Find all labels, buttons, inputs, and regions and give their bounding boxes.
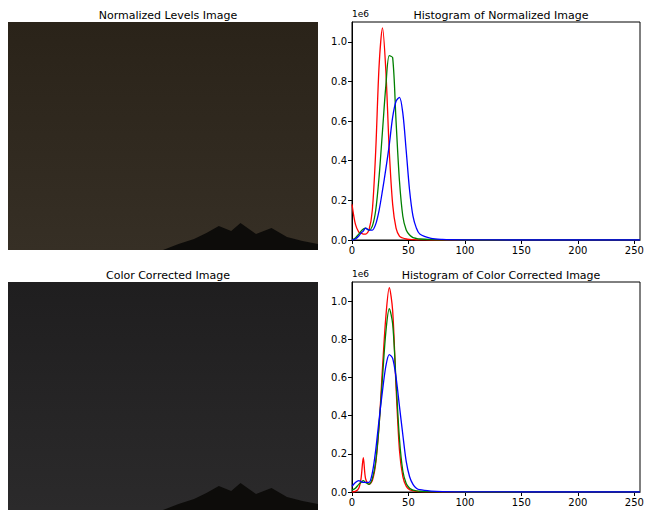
svg-text:Histogram of Color Corrected I: Histogram of Color Corrected Image — [402, 269, 601, 282]
svg-text:0.0: 0.0 — [331, 487, 347, 498]
svg-text:50: 50 — [402, 245, 415, 256]
svg-text:150: 150 — [512, 245, 531, 256]
svg-text:200: 200 — [568, 245, 587, 256]
svg-text:250: 250 — [625, 497, 644, 508]
svg-text:0.8: 0.8 — [331, 334, 347, 345]
svg-text:0: 0 — [349, 497, 355, 508]
svg-text:Histogram of Normalized Image: Histogram of Normalized Image — [414, 9, 589, 22]
svg-text:0.0: 0.0 — [331, 235, 347, 246]
svg-text:0.4: 0.4 — [331, 410, 347, 421]
svg-text:0.6: 0.6 — [331, 372, 347, 383]
svg-text:250: 250 — [625, 245, 644, 256]
svg-text:0.8: 0.8 — [331, 76, 347, 87]
svg-text:Normalized Levels Image: Normalized Levels Image — [99, 9, 238, 22]
svg-text:1e6: 1e6 — [352, 9, 369, 19]
svg-text:0.6: 0.6 — [331, 116, 347, 127]
svg-text:0.4: 0.4 — [331, 155, 347, 166]
svg-text:200: 200 — [568, 497, 587, 508]
svg-text:0.2: 0.2 — [331, 195, 347, 206]
svg-text:0: 0 — [349, 245, 355, 256]
svg-text:100: 100 — [455, 245, 474, 256]
svg-text:150: 150 — [512, 497, 531, 508]
svg-text:Color Corrected Image: Color Corrected Image — [106, 269, 230, 282]
svg-text:50: 50 — [402, 497, 415, 508]
svg-text:1.0: 1.0 — [331, 36, 347, 47]
svg-text:0.2: 0.2 — [331, 448, 347, 459]
svg-text:100: 100 — [455, 497, 474, 508]
svg-text:1.0: 1.0 — [331, 296, 347, 307]
svg-text:1e6: 1e6 — [352, 269, 369, 279]
